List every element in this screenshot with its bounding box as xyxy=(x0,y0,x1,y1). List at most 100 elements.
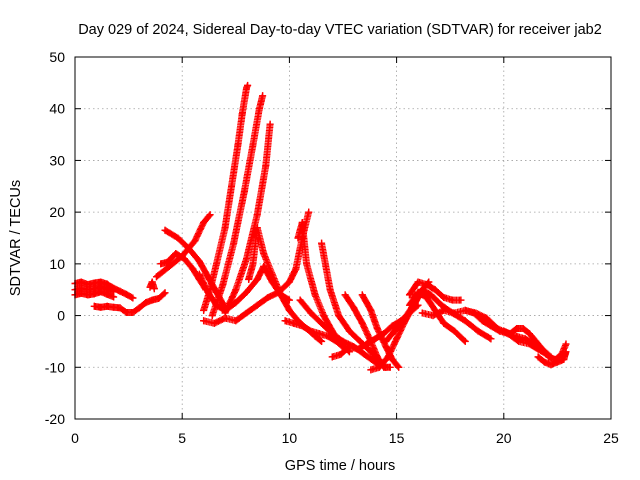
data-point xyxy=(129,294,137,302)
data-point xyxy=(249,141,257,149)
data-point xyxy=(373,353,381,361)
data-point xyxy=(148,296,156,304)
data-track-t14 xyxy=(195,262,293,314)
data-point xyxy=(526,330,534,338)
x-tick-label: 20 xyxy=(496,430,512,446)
data-point xyxy=(354,345,362,353)
data-point xyxy=(423,281,431,289)
data-point xyxy=(350,304,358,312)
data-point xyxy=(382,337,390,345)
data-point xyxy=(285,296,293,304)
data-point xyxy=(221,306,229,314)
data-point xyxy=(541,358,549,366)
data-point xyxy=(390,327,398,335)
data-point xyxy=(208,312,216,320)
data-point xyxy=(562,340,570,348)
x-tick-label: 0 xyxy=(71,430,79,446)
data-point xyxy=(356,337,364,345)
data-point xyxy=(281,317,289,325)
y-tick-label: 20 xyxy=(49,204,65,220)
data-point xyxy=(418,309,426,317)
data-point xyxy=(110,293,118,301)
data-point xyxy=(219,281,227,289)
data-point xyxy=(155,295,163,303)
data-point xyxy=(259,92,267,100)
data-point xyxy=(384,353,392,361)
data-point xyxy=(103,302,111,310)
data-track-t10 xyxy=(208,92,267,320)
data-point xyxy=(375,363,383,371)
data-point xyxy=(298,218,306,226)
data-point xyxy=(148,278,156,286)
data-point xyxy=(427,291,435,299)
data-point xyxy=(363,340,371,348)
data-point xyxy=(253,275,261,283)
y-tick-label: 30 xyxy=(49,152,65,168)
data-point xyxy=(358,319,366,327)
data-point xyxy=(358,291,366,299)
data-point xyxy=(77,278,85,286)
data-point xyxy=(142,299,150,307)
data-point xyxy=(405,301,413,309)
data-point xyxy=(285,306,293,314)
data-point xyxy=(461,337,469,345)
y-tick-label: -10 xyxy=(45,359,65,375)
data-point xyxy=(305,208,313,216)
data-point xyxy=(318,239,326,247)
data-point xyxy=(461,317,469,325)
data-point xyxy=(440,306,448,314)
data-point xyxy=(429,312,437,320)
data-point xyxy=(165,262,173,270)
data-point xyxy=(371,335,379,343)
data-point xyxy=(324,332,332,340)
data-point xyxy=(213,301,221,309)
data-point xyxy=(210,319,218,327)
y-tick-label: 40 xyxy=(49,101,65,117)
data-point xyxy=(97,303,105,311)
data-point xyxy=(560,356,568,364)
data-point xyxy=(315,330,323,338)
data-point xyxy=(253,224,261,232)
data-point xyxy=(116,304,124,312)
data-point xyxy=(238,110,246,118)
data-point xyxy=(470,309,478,317)
data-point xyxy=(135,304,143,312)
data-point xyxy=(84,291,92,299)
data-point xyxy=(97,288,105,296)
data-point xyxy=(230,239,238,247)
data-track-t09 xyxy=(200,81,252,314)
data-point xyxy=(345,343,353,351)
data-point xyxy=(189,265,197,273)
data-point xyxy=(77,289,85,297)
data-point xyxy=(521,335,529,343)
data-point xyxy=(116,287,124,295)
data-point xyxy=(487,322,495,330)
data-point xyxy=(206,211,214,219)
data-point xyxy=(262,162,270,170)
data-point xyxy=(335,312,343,320)
grid xyxy=(75,57,611,419)
x-tick-label: 10 xyxy=(282,430,298,446)
data-point xyxy=(296,296,304,304)
data-point xyxy=(328,330,336,338)
data-point xyxy=(448,296,456,304)
data-point xyxy=(562,348,570,356)
data-point xyxy=(191,237,199,245)
data-point xyxy=(307,309,315,317)
data-point xyxy=(195,257,203,265)
data-point xyxy=(232,286,240,294)
data-point xyxy=(161,226,169,234)
data-point xyxy=(320,312,328,320)
data-point xyxy=(90,290,98,298)
data-point xyxy=(307,327,315,335)
x-axis-label: GPS time / hours xyxy=(285,458,395,474)
data-point xyxy=(431,286,439,294)
data-point xyxy=(553,358,561,366)
data-point xyxy=(380,330,388,338)
data-point xyxy=(500,327,508,335)
data-point xyxy=(204,288,212,296)
data-point xyxy=(318,319,326,327)
data-point xyxy=(290,319,298,327)
data-point xyxy=(228,182,236,190)
